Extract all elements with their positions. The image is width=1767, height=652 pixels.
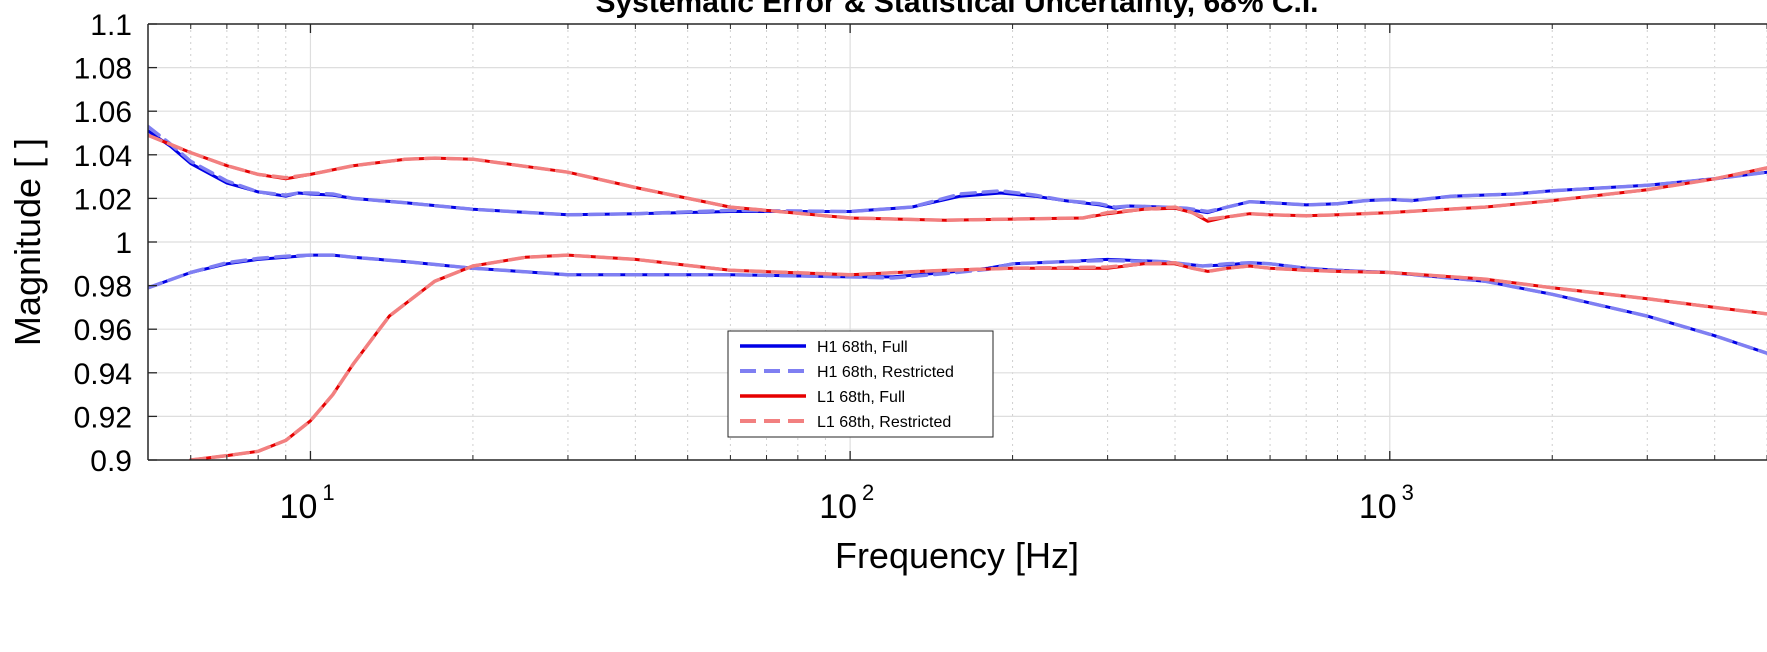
y-tick-label: 0.96 — [74, 314, 132, 347]
x-tick-exponent: 2 — [862, 480, 874, 505]
y-tick-label: 1.1 — [90, 9, 132, 42]
y-tick-label: 0.92 — [74, 401, 132, 434]
series-layer — [148, 124, 1767, 460]
series-line — [148, 124, 1767, 217]
y-tick-label: 0.94 — [74, 358, 132, 391]
chart-title: Systematic Error & Statistical Uncertain… — [595, 0, 1318, 19]
legend-label: L1 68th, Restricted — [817, 414, 951, 431]
legend-label: H1 68th, Full — [817, 339, 908, 356]
x-tick-exponent: 3 — [1402, 480, 1414, 505]
series-line — [148, 133, 1767, 222]
y-tick-label: 1 — [115, 227, 132, 260]
legend-label: H1 68th, Restricted — [817, 364, 954, 381]
legend-label: L1 68th, Full — [817, 389, 905, 406]
y-axis-label: Magnitude [ ] — [7, 138, 48, 346]
y-tick-label: 1.02 — [74, 183, 132, 216]
series-line — [188, 253, 1767, 460]
x-axis-label: Frequency [Hz] — [835, 535, 1079, 576]
x-tick-label: 10 — [280, 488, 318, 526]
legend: H1 68th, Full H1 68th, Restricted L1 68th,… — [727, 330, 994, 438]
y-tick-label: 1.08 — [74, 53, 132, 86]
y-tick-label: 0.9 — [90, 445, 132, 478]
x-tick-label: 10 — [1359, 488, 1397, 526]
y-tick-label: 0.98 — [74, 271, 132, 304]
ticks: 10 1 10 2 10 30.90.920.940.960.9811.021.041.0… — [74, 9, 1767, 526]
x-tick-label: 10 — [819, 488, 857, 526]
y-tick-label: 1.04 — [74, 140, 132, 173]
y-tick-label: 1.06 — [74, 96, 132, 129]
x-tick-exponent: 1 — [322, 480, 334, 505]
